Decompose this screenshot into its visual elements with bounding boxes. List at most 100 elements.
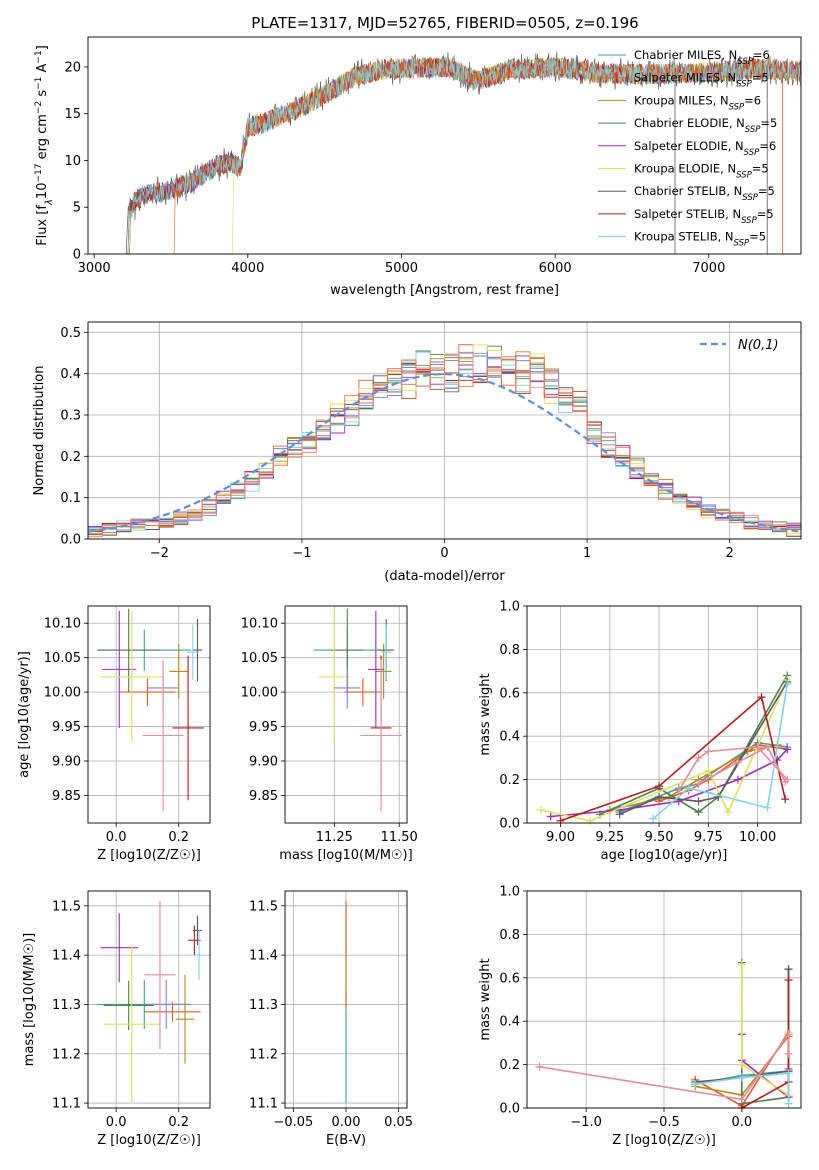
- legend-text: Chabrier MILES, N: [634, 48, 737, 62]
- weight-marker: [649, 814, 658, 823]
- legend-entry: Chabrier ELODIE, NSSP=5: [634, 116, 777, 135]
- x-tick-label: 0.2: [168, 830, 189, 845]
- weight-vs-Z-panel: −1.0 −0.5 0.0 0.0 0.2 0.4 0.6 0.8 1.0 Z [log10(Z/…: [478, 885, 802, 1148]
- y-label-part: λ: [44, 199, 55, 206]
- weight-marker: [763, 803, 772, 812]
- weight-marker: [691, 1080, 700, 1089]
- y-tick-label: 0.3: [60, 409, 81, 424]
- legend-tail: =5: [760, 116, 777, 130]
- weight-marker: [535, 1062, 544, 1071]
- y-tick-label: 10.10: [241, 617, 278, 632]
- x-tick-label: 0.0: [106, 1115, 127, 1130]
- y-label-part: −1: [34, 50, 44, 63]
- x-tick-label: 3000: [78, 261, 111, 276]
- weight-marker: [556, 816, 565, 825]
- x-axis-label: mass [log10(M/M☉)]: [279, 848, 412, 863]
- weight-marker: [724, 808, 733, 817]
- y-tick-label: 0.4: [499, 730, 520, 745]
- legend-sub: SSP: [736, 171, 752, 181]
- y-tick-label: 10.00: [44, 686, 81, 701]
- weight-marker: [546, 812, 555, 821]
- axes-frame: [87, 321, 802, 540]
- weight-marker: [784, 975, 793, 984]
- weight-series-7: [560, 695, 786, 822]
- spectrum-series-5: [232, 56, 801, 254]
- y-tick-label: 11.2: [249, 1047, 278, 1062]
- legend-entry: Kroupa ELODIE, NSSP=5: [634, 162, 769, 181]
- y-label-part: s: [35, 90, 50, 101]
- legend-sub: SSP: [744, 148, 760, 158]
- y-label-part: erg cm: [35, 114, 50, 163]
- x-tick-label: 9.75: [694, 830, 723, 845]
- y-tick-label: 9.85: [249, 789, 278, 804]
- y-label-part: A: [35, 63, 50, 76]
- legend-entry: Kroupa STELIB, NSSP=5: [634, 230, 766, 249]
- x-tick-label: 0.2: [168, 1115, 189, 1130]
- legend-tail: =6: [753, 48, 770, 62]
- legend-text: Salpeter ELODIE, N: [634, 139, 744, 153]
- weight-marker: [684, 784, 693, 793]
- x-tick-label: −1: [292, 546, 311, 561]
- legend-sub: SSP: [729, 102, 745, 112]
- legend-entry: Salpeter ELODIE, NSSP=6: [634, 139, 776, 158]
- mass-vs-Z-panel: 0.0 0.2 11.1 11.2 11.3 11.4 11.5 Z [log10(Z/Z☉)…: [22, 890, 211, 1148]
- x-tick-label: 10.00: [739, 830, 776, 845]
- x-tick-label: 2: [726, 546, 734, 561]
- mass-vs-ebv-panel: −0.05 0.00 0.05 11.1 11.2 11.3 11.4 11.5 E(B-V): [249, 890, 413, 1148]
- legend-tail: =5: [757, 207, 774, 221]
- x-axis-label: age [log10(age/yr)]: [601, 848, 728, 863]
- weight-marker: [704, 766, 713, 775]
- weight-marker: [737, 960, 746, 969]
- weight-marker: [694, 797, 703, 806]
- y-tick-label: 10.05: [241, 651, 278, 666]
- x-axis-label: Z [log10(Z/Z☉)]: [612, 1133, 716, 1148]
- x-tick-label: 11.50: [381, 830, 418, 845]
- y-tick-label: 11.5: [52, 899, 81, 914]
- x-tick-label: 11.25: [316, 830, 353, 845]
- legend-text: Kroupa STELIB, N: [634, 230, 734, 244]
- y-tick-label: 0.8: [499, 643, 520, 658]
- axes-frame: [284, 605, 408, 824]
- y-tick-label: 0.8: [499, 928, 520, 943]
- y-tick-label: 0.0: [499, 1102, 520, 1117]
- y-axis-label: mass [log10(M/M☉)]: [22, 933, 37, 1066]
- weight-marker: [536, 805, 545, 814]
- x-tick-label: 9.25: [595, 830, 624, 845]
- x-axis-label: (data-model)/error: [384, 569, 505, 584]
- legend-sub: SSP: [734, 239, 750, 249]
- weight-series-8: [694, 1072, 790, 1104]
- weight-marker: [655, 792, 664, 801]
- axes-frame: [526, 605, 802, 824]
- y-label-part: ]: [35, 45, 50, 50]
- weight-marker: [784, 1069, 793, 1078]
- x-tick-label: 0.0: [106, 830, 127, 845]
- weight-marker: [704, 747, 713, 756]
- weight-marker: [757, 693, 766, 702]
- legend-text: Kroupa ELODIE, N: [634, 162, 736, 176]
- legend-tail: =5: [752, 162, 769, 176]
- y-tick-label: 1.0: [499, 885, 520, 900]
- legend-tail: =5: [749, 230, 766, 244]
- x-tick-label: 5000: [385, 261, 418, 276]
- y-tick-label: 9.90: [249, 755, 278, 770]
- legend-entry: N(0,1): [738, 338, 779, 353]
- y-tick-label: 20: [64, 60, 81, 75]
- weight-marker: [694, 808, 703, 817]
- y-tick-label: 0.6: [499, 686, 520, 701]
- weight-marker: [781, 777, 790, 786]
- weight-marker: [784, 1099, 793, 1108]
- y-label-part: Flux [f: [35, 205, 50, 246]
- weight-marker: [737, 1060, 746, 1069]
- legend-sub: SSP: [741, 216, 757, 226]
- y-tick-label: 11.3: [249, 998, 278, 1013]
- axes-frame: [526, 890, 802, 1109]
- y-tick-label: 0.6: [499, 971, 520, 986]
- y-axis-label: mass weight: [478, 673, 493, 755]
- legend-text: Chabrier STELIB, N: [634, 184, 742, 198]
- legend-sub: SSP: [737, 57, 753, 67]
- weight-vs-age-panel: 9.00 9.25 9.50 9.75 10.00 0.0 0.2 0.4 0.6 0.8 1.0 a…: [478, 600, 802, 863]
- weight-marker: [737, 1073, 746, 1082]
- y-label-part: −1: [34, 77, 44, 90]
- x-axis-label: E(B-V): [326, 1133, 366, 1148]
